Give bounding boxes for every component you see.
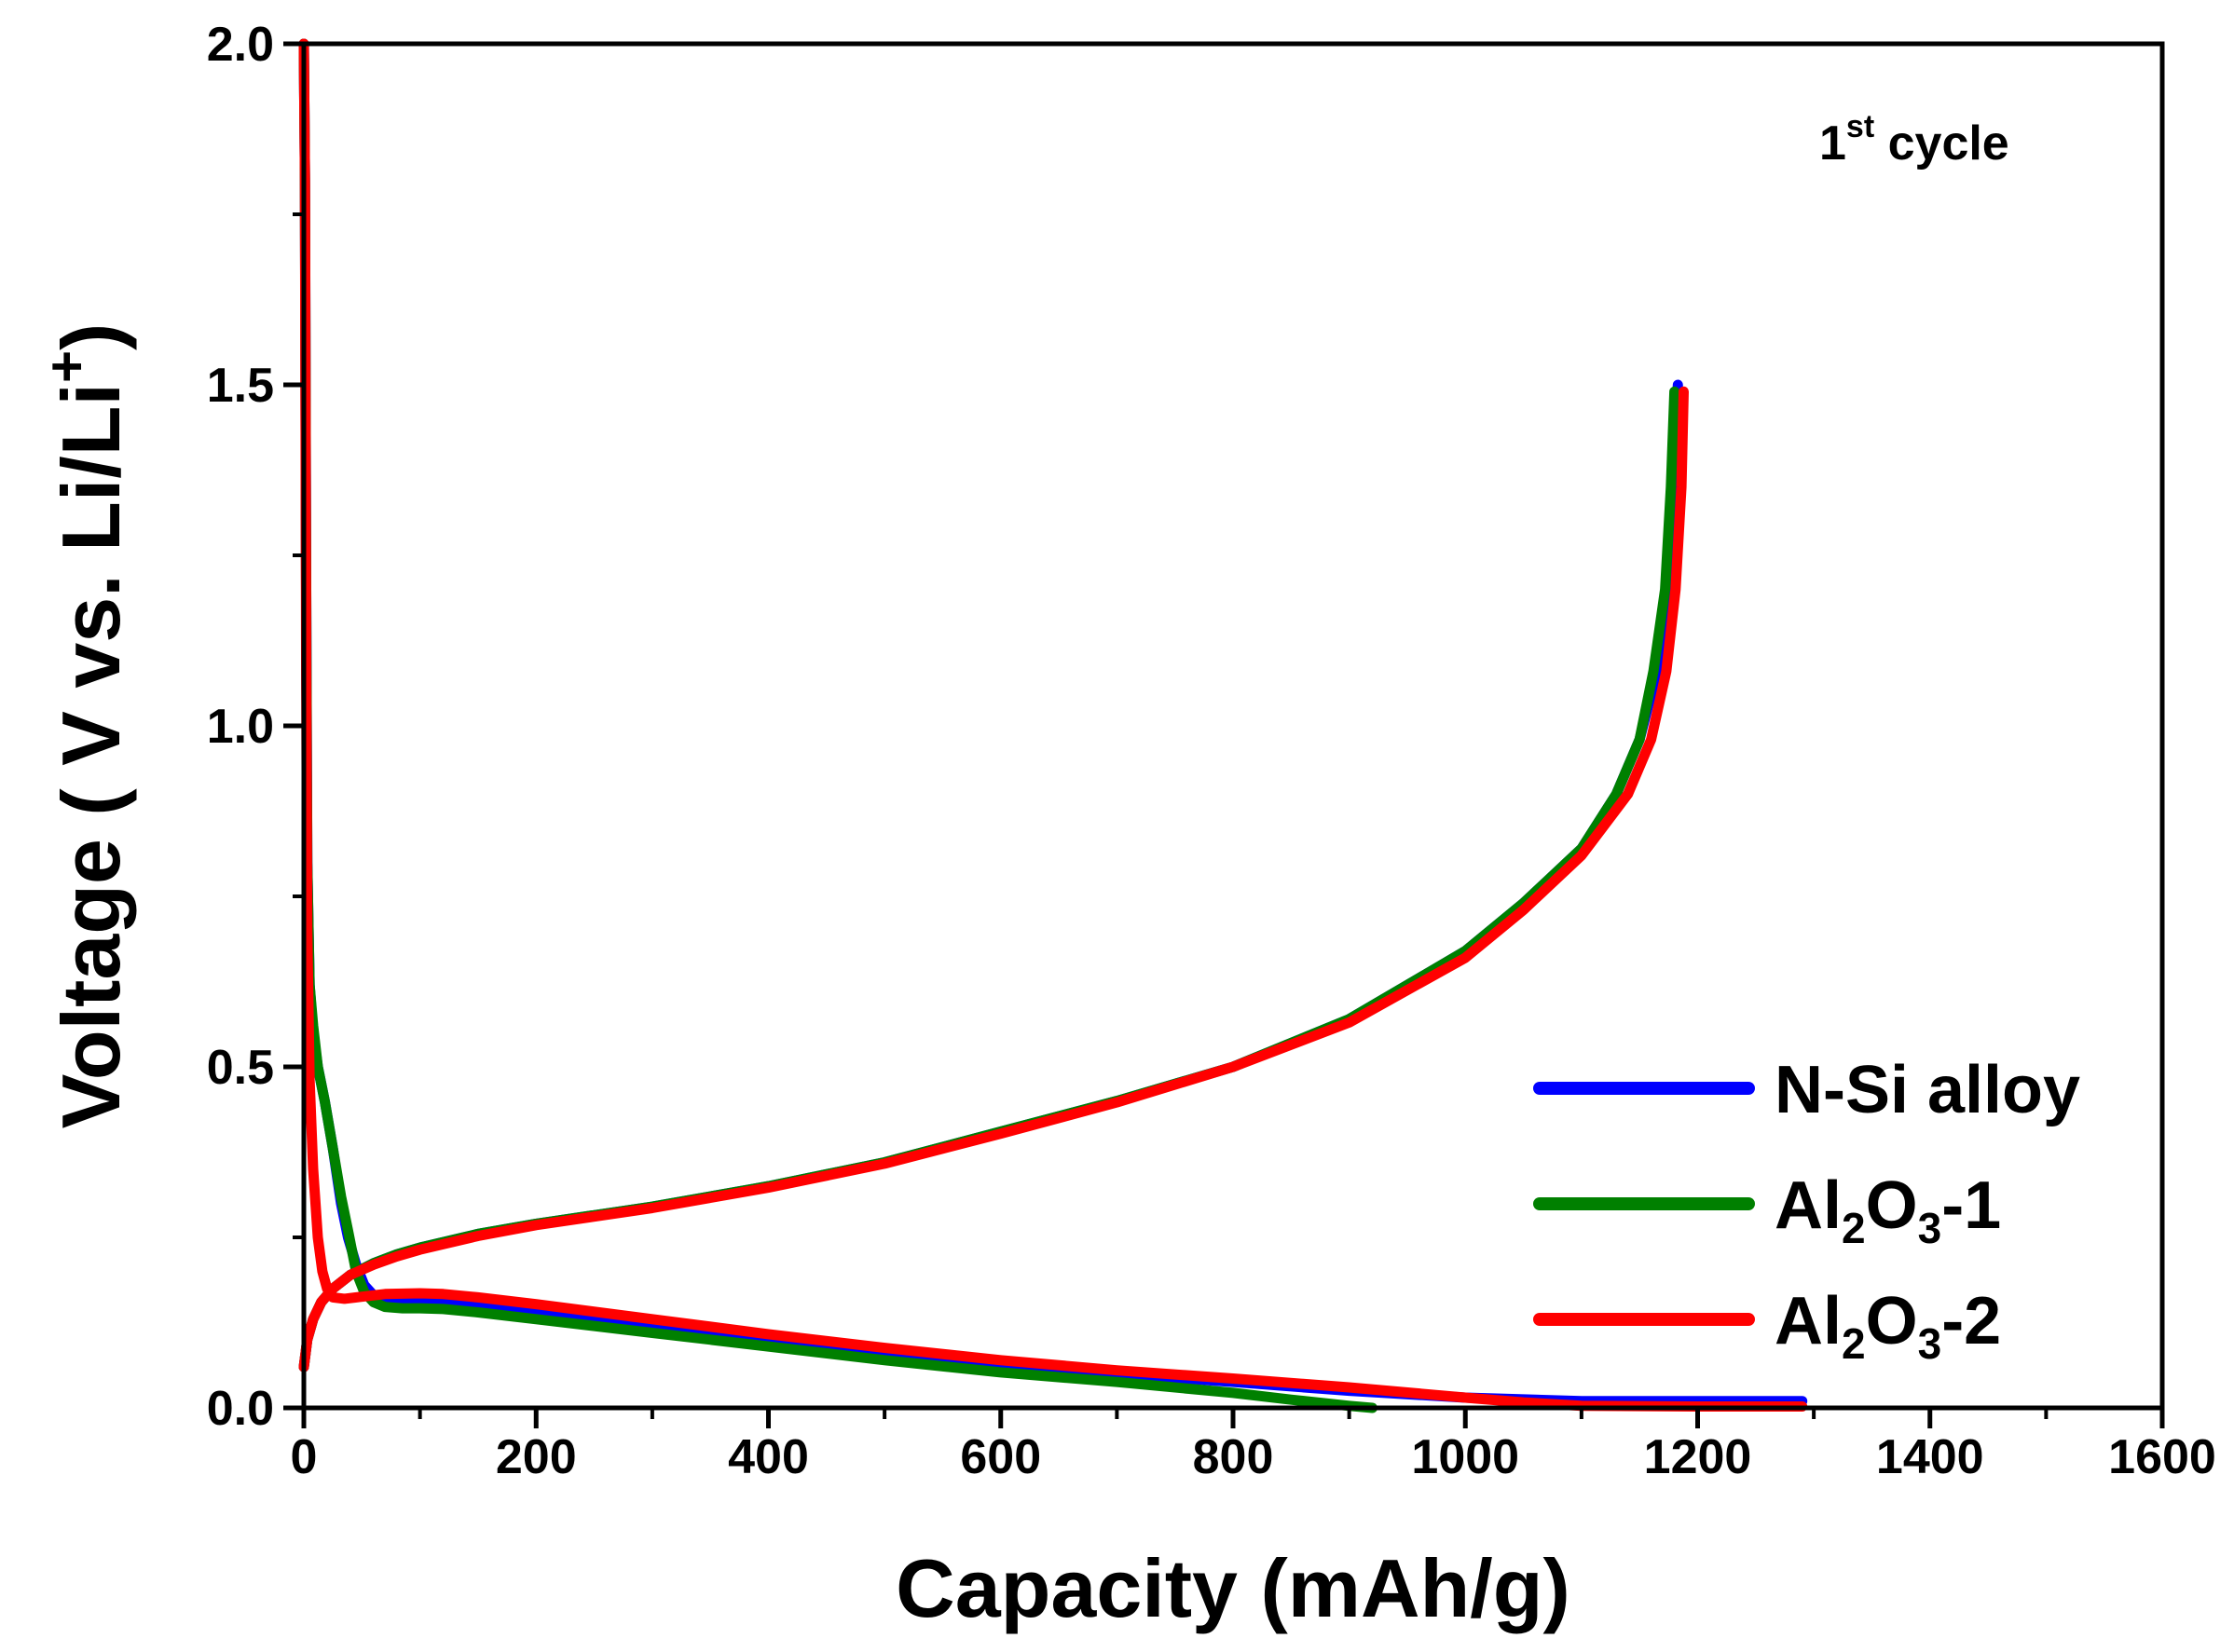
legend-text-part: O	[1866, 1168, 1918, 1243]
x-axis-title: Capacity (mAh/g)	[896, 1542, 1570, 1634]
cycle-annotation-rest: cycle	[1874, 116, 2009, 171]
x-tick-label: 800	[1193, 1430, 1274, 1484]
x-tick-label: 1000	[1411, 1430, 1519, 1484]
y-tick-label: 1.0	[207, 700, 274, 754]
x-tick-label: 1200	[1644, 1430, 1752, 1484]
x-tick-label: 1400	[1876, 1430, 1984, 1484]
y-axis-title: Voltage ( V vs. Li/Li+)	[35, 323, 137, 1129]
y-tick-label: 1.5	[207, 359, 274, 413]
legend-text-part: 2	[1842, 1319, 1866, 1368]
series-line-2-charge	[298, 386, 1680, 1372]
x-tick-label: 200	[496, 1430, 577, 1484]
x-tick-label: 1600	[2108, 1430, 2216, 1484]
legend-text-part: -1	[1941, 1168, 2001, 1243]
tick-labels: 0 200 400 600 800 1000 1200 1400 1600 0.0 0.5 1.0 1.…	[207, 18, 2216, 1484]
y-tick-label: 0.0	[207, 1382, 274, 1436]
x-tick-label: 0	[291, 1430, 318, 1484]
series-line-2-discharge	[298, 38, 1377, 1413]
legend-text-part: 3	[1918, 1319, 1942, 1368]
cycle-annotation: 1st cycle	[1819, 109, 2009, 171]
y-tick-label: 0.5	[207, 1041, 274, 1095]
series-line-3-charge	[298, 386, 1689, 1372]
series-curves	[298, 38, 1808, 1413]
axis-ticks	[283, 41, 2165, 1428]
legend-label-1: N-Si alloy	[1775, 1053, 2080, 1127]
legend-label-3: Al2O3-2	[1775, 1284, 2001, 1368]
legend-text-part: -2	[1941, 1284, 2001, 1358]
series-line-1-charge	[298, 379, 1683, 1372]
legend-text-part: N-Si alloy	[1775, 1053, 2080, 1127]
legend-text-part: 2	[1842, 1204, 1866, 1252]
y-axis-title-main: Voltage ( V vs. Li/Li	[45, 383, 137, 1128]
x-tick-label: 400	[728, 1430, 809, 1484]
y-tick-label: 2.0	[207, 18, 274, 72]
legend-label-2: Al2O3-1	[1775, 1168, 2001, 1252]
cycle-annotation-superscript: st	[1846, 109, 1874, 144]
legend-text-part: Al	[1775, 1284, 1842, 1358]
cycle-annotation-number: 1	[1819, 116, 1846, 171]
legend-text-part: O	[1866, 1284, 1918, 1358]
legend-text-part: 3	[1918, 1204, 1942, 1252]
series-line-3-discharge	[298, 38, 1808, 1412]
y-axis-title-superscript: +	[35, 350, 98, 383]
y-axis-title-close: )	[45, 323, 137, 350]
x-tick-label: 600	[960, 1430, 1041, 1484]
legend-text-part: Al	[1775, 1168, 1842, 1243]
